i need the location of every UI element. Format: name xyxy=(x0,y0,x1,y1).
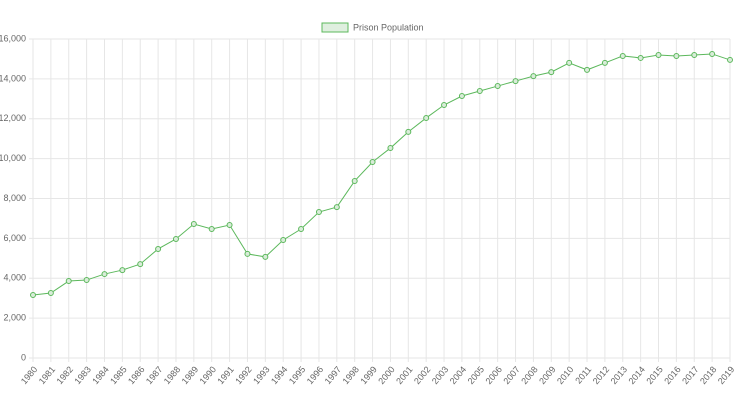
x-tick-label: 1986 xyxy=(126,364,147,386)
data-point xyxy=(208,226,215,233)
y-tick-label: 12,000 xyxy=(0,113,26,123)
x-tick-label: 1981 xyxy=(37,364,58,386)
data-point xyxy=(601,59,608,66)
x-tick-label: 1982 xyxy=(55,364,76,386)
x-tick-label: 1999 xyxy=(358,364,379,386)
x-tick-label: 2000 xyxy=(376,364,397,386)
data-point xyxy=(119,267,126,274)
x-tick-label: 1989 xyxy=(180,364,201,386)
x-tick-label: 1991 xyxy=(215,364,236,386)
x-tick-label: 1996 xyxy=(305,364,326,386)
y-tick-label: 0 xyxy=(21,352,26,362)
y-tick-label: 16,000 xyxy=(0,33,26,43)
data-point xyxy=(476,88,483,95)
data-point xyxy=(190,221,197,228)
data-point xyxy=(387,145,394,152)
data-point xyxy=(458,93,465,100)
data-point xyxy=(155,245,162,252)
x-tick-label: 1987 xyxy=(144,364,165,386)
x-tick-label: 2014 xyxy=(626,364,647,386)
y-tick-label: 6,000 xyxy=(3,233,26,243)
x-tick-label: 2013 xyxy=(609,364,630,386)
data-point xyxy=(137,261,144,268)
data-point xyxy=(494,83,501,90)
x-tick-label: 1985 xyxy=(108,364,129,386)
legend-swatch xyxy=(321,22,349,33)
x-tick-label: 2019 xyxy=(716,364,737,386)
data-line xyxy=(32,53,731,296)
data-point xyxy=(298,226,305,233)
data-point xyxy=(548,69,555,76)
data-point xyxy=(172,235,179,242)
x-tick-label: 2018 xyxy=(698,364,719,386)
x-tick-label: 2001 xyxy=(394,364,415,386)
data-point xyxy=(226,222,233,229)
data-point xyxy=(47,290,54,297)
x-tick-label: 2012 xyxy=(591,364,612,386)
x-tick-label: 2017 xyxy=(680,364,701,386)
x-tick-label: 2009 xyxy=(537,364,558,386)
data-point xyxy=(244,250,251,257)
data-point xyxy=(30,291,36,298)
x-tick-label: 1988 xyxy=(162,364,183,386)
x-tick-label: 2002 xyxy=(412,364,433,386)
legend: Prison Population xyxy=(321,22,424,33)
data-point xyxy=(423,114,430,121)
data-point xyxy=(691,51,698,58)
y-tick-label: 2,000 xyxy=(3,313,26,323)
y-tick-label: 8,000 xyxy=(3,193,26,203)
x-tick-label: 2004 xyxy=(448,364,469,386)
x-tick-label: 1995 xyxy=(287,364,308,386)
legend-label: Prison Population xyxy=(353,22,424,32)
data-point xyxy=(637,54,644,61)
data-point xyxy=(584,66,591,73)
data-point xyxy=(83,277,90,284)
x-tick-label: 2011 xyxy=(573,364,593,385)
data-point xyxy=(315,209,322,216)
data-point xyxy=(619,52,626,59)
data-point xyxy=(280,236,287,243)
x-tick-label: 2006 xyxy=(483,364,504,386)
x-tick-label: 2016 xyxy=(662,364,683,386)
x-tick-label: 1990 xyxy=(198,364,219,386)
data-point xyxy=(709,50,716,57)
data-point xyxy=(727,56,733,63)
x-tick-label: 2008 xyxy=(519,364,540,386)
x-tick-label: 1984 xyxy=(90,364,111,386)
data-point xyxy=(101,271,108,278)
x-tick-label: 2010 xyxy=(555,364,576,386)
x-tick-label: 1994 xyxy=(269,364,290,386)
x-tick-label: 1992 xyxy=(233,364,254,386)
x-tick-label: 1997 xyxy=(323,364,344,386)
x-tick-label: 2003 xyxy=(430,364,451,386)
x-tick-label: 2015 xyxy=(644,364,665,386)
data-point xyxy=(405,128,412,135)
data-point xyxy=(566,59,573,66)
x-tick-label: 2005 xyxy=(466,364,487,386)
y-tick-label: 10,000 xyxy=(0,153,26,163)
data-point xyxy=(441,101,448,108)
data-point xyxy=(530,73,537,80)
y-tick-label: 4,000 xyxy=(3,273,26,283)
x-tick-label: 1993 xyxy=(251,364,272,386)
x-tick-label: 2007 xyxy=(501,364,522,386)
data-point xyxy=(655,51,662,58)
x-tick-label: 1983 xyxy=(72,364,93,386)
data-point xyxy=(262,253,269,260)
x-tick-label: 1998 xyxy=(341,364,362,386)
x-tick-label: 1980 xyxy=(19,364,40,386)
data-point xyxy=(673,52,680,59)
data-point xyxy=(333,204,340,211)
data-point xyxy=(351,177,358,184)
data-point xyxy=(369,159,376,166)
y-tick-label: 14,000 xyxy=(0,73,26,83)
data-point xyxy=(65,278,72,285)
data-point xyxy=(512,78,519,85)
